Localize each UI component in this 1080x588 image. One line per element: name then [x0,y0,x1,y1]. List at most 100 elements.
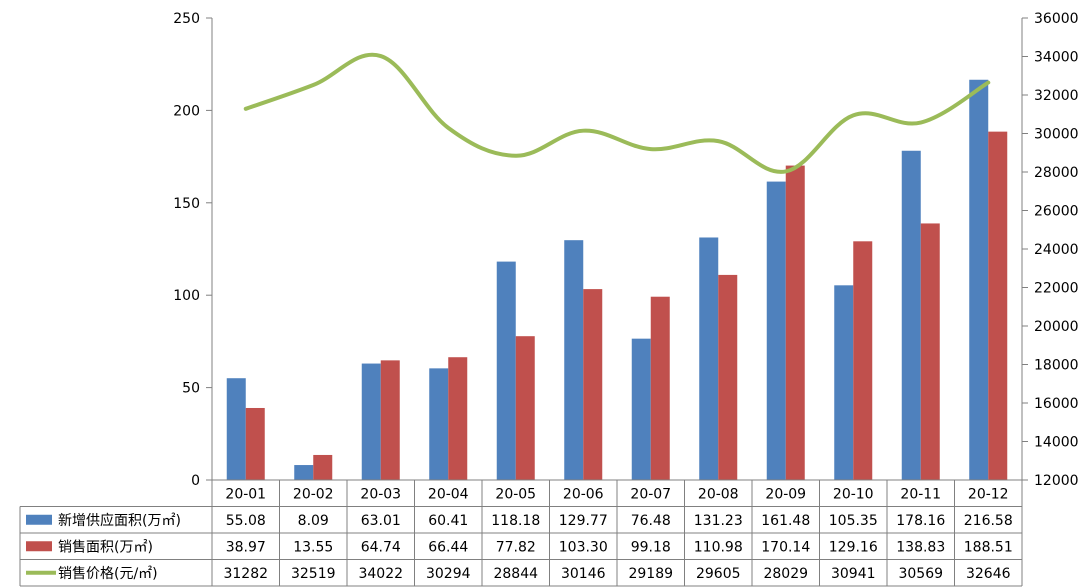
table-cell-value: 29605 [696,566,741,582]
table-cell-value: 55.08 [226,513,266,529]
table-cell-value: 77.82 [496,539,536,555]
right-tick-label: 22000 [1034,281,1079,297]
table-cell-value: 31282 [223,566,268,582]
right-tick-label: 14000 [1034,435,1079,451]
table-cell-value: 29189 [628,566,673,582]
table-cell-value: 30146 [561,566,606,582]
price-line-layer [243,52,991,174]
bar-supply-20-12 [969,79,989,480]
legend-key-supply [26,514,52,525]
right-tick-label: 26000 [1034,204,1079,220]
table-cell-value: 30941 [831,566,876,582]
table-cell-value: 34022 [358,566,403,582]
table-cell-value: 161.48 [761,513,810,529]
right-tick-label: 34000 [1034,50,1079,66]
right-tick-label: 28000 [1034,165,1079,181]
table-cell-value: 129.77 [559,513,608,529]
bar-sales-20-07 [650,296,670,480]
axes-layer: 0 50 100 150 200 250 12000 14000 16000 18000 20000… [173,11,1078,489]
left-tick-label: 250 [173,11,200,27]
price-line [243,52,991,174]
bar-supply-20-10 [834,285,854,480]
table-cell-value: 66.44 [428,539,468,555]
table-cell-value: 188.51 [964,539,1013,555]
right-tick-label: 24000 [1034,242,1079,258]
left-tick-label: 50 [182,381,200,397]
right-tick-label: 12000 [1034,473,1079,489]
bars-layer [226,79,1008,481]
category-label-20-12: 20-12 [968,486,1009,502]
bar-sales-20-05 [515,336,535,480]
table-cell-value: 8.09 [298,513,329,529]
bar-sales-20-11 [920,223,940,481]
table-cell-value: 103.30 [559,539,608,555]
right-tick-label: 16000 [1034,396,1079,412]
right-tick-label: 18000 [1034,358,1079,374]
table-cell-value: 170.14 [761,539,810,555]
table-cell-value: 76.48 [631,513,671,529]
bar-supply-20-02 [294,465,314,480]
data-table: 20-01 20-02 20-03 20-04 20-05 20-06 20-07 20-08… [19,479,1023,587]
left-tick-label: 200 [173,103,200,119]
table-cell-value: 110.98 [694,539,743,555]
table-cell-value: 99.18 [631,539,671,555]
category-label-20-02: 20-02 [293,486,334,502]
bar-supply-20-04 [429,368,449,480]
bar-sales-20-09 [785,165,805,480]
bar-supply-20-08 [699,237,719,480]
table-cell-value: 63.01 [361,513,401,529]
right-tick-label: 36000 [1034,11,1079,27]
right-tick-label: 32000 [1034,88,1079,104]
table-cell-value: 129.16 [829,539,878,555]
table-cell-value: 13.55 [293,539,333,555]
category-label-20-07: 20-07 [630,486,671,502]
table-cell-value: 216.58 [964,513,1013,529]
category-label-20-01: 20-01 [225,486,266,502]
category-label-20-08: 20-08 [698,486,739,502]
category-label-20-11: 20-11 [900,486,941,502]
bar-sales-20-03 [380,360,400,480]
table-cell-value: 131.23 [694,513,743,529]
bar-supply-20-05 [496,261,516,480]
table-cell-value: 28844 [493,566,538,582]
legend-label: 销售面积(万㎡) [58,539,153,555]
table-cell-value: 178.16 [896,513,945,529]
legend-label: 新增供应面积(万㎡) [58,512,181,529]
bar-sales-20-01 [245,407,265,480]
table-cell-value: 28029 [763,566,808,582]
bar-supply-20-01 [226,378,246,480]
left-tick-label: 0 [191,473,200,489]
table-cell-value: 32519 [291,566,336,582]
left-tick-label: 150 [173,196,200,212]
left-tick-label: 100 [173,288,200,304]
table-cell-value: 60.41 [428,513,468,529]
table-cell-value: 30294 [426,566,471,582]
right-tick-label: 30000 [1034,127,1079,143]
bar-supply-20-09 [766,181,786,480]
table-cell-value: 32646 [966,566,1011,582]
category-label-20-05: 20-05 [495,486,536,502]
bar-supply-20-06 [564,240,584,480]
right-tick-label: 20000 [1034,319,1079,335]
category-label-20-10: 20-10 [833,486,874,502]
category-label-20-04: 20-04 [428,486,469,502]
bar-supply-20-07 [631,338,651,480]
bar-sales-20-10 [853,241,873,480]
bar-sales-20-12 [988,131,1008,480]
table-cell-value: 138.83 [896,539,945,555]
bar-sales-20-04 [448,357,468,480]
table-cell-value: 64.74 [361,539,401,555]
bar-sales-20-06 [583,289,603,480]
bar-supply-20-11 [901,150,921,480]
bar-sales-20-08 [718,274,738,480]
category-label-20-09: 20-09 [765,486,806,502]
legend-label: 销售价格(元/㎡) [58,566,158,582]
category-label-20-06: 20-06 [563,486,604,502]
table-cell-value: 105.35 [829,513,878,529]
table-cell-value: 38.97 [226,539,266,555]
table-cell-value: 118.18 [491,513,540,529]
category-label-20-03: 20-03 [360,486,401,502]
legend-key-sales [26,541,52,552]
bar-supply-20-03 [361,363,381,480]
